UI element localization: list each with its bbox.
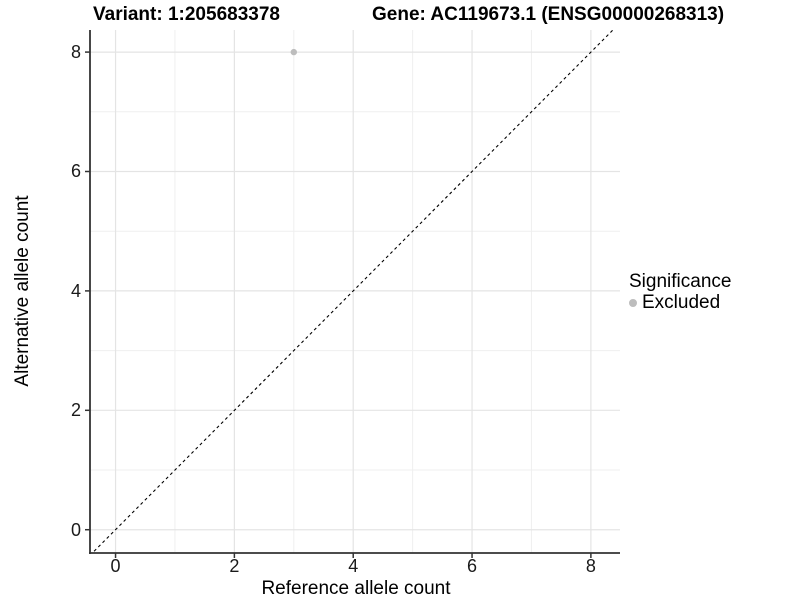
x-tick-label: 4 xyxy=(348,556,359,576)
identity-reference-line xyxy=(91,30,614,553)
x-tick-label: 2 xyxy=(229,556,240,576)
x-axis-title: Reference allele count xyxy=(261,578,451,599)
y-tick-label: 2 xyxy=(70,400,81,421)
y-axis-title: Alternative allele count xyxy=(12,195,33,387)
x-tick-label: 0 xyxy=(110,556,121,576)
gene-title: Gene: AC119673.1 (ENSG00000268313) xyxy=(372,4,725,25)
x-tick-label: 6 xyxy=(467,556,478,576)
data-point-excluded xyxy=(290,48,298,56)
variant-title: Variant: 1:205683378 xyxy=(93,4,280,25)
legend: Significance Excluded xyxy=(629,272,731,313)
x-tick-label: 8 xyxy=(585,556,596,576)
gridlines xyxy=(90,30,620,553)
legend-title: Significance xyxy=(629,271,732,292)
y-tick-label: 6 xyxy=(70,161,81,182)
legend-item-label: Excluded xyxy=(642,292,721,313)
y-tick-label: 4 xyxy=(70,280,81,301)
axes xyxy=(85,30,620,558)
data-layer xyxy=(91,30,614,553)
legend-item-excluded: Excluded xyxy=(629,293,731,313)
y-tick-label: 0 xyxy=(70,519,81,540)
excluded-point-icon xyxy=(629,299,637,307)
y-tick-label: 8 xyxy=(70,42,81,63)
